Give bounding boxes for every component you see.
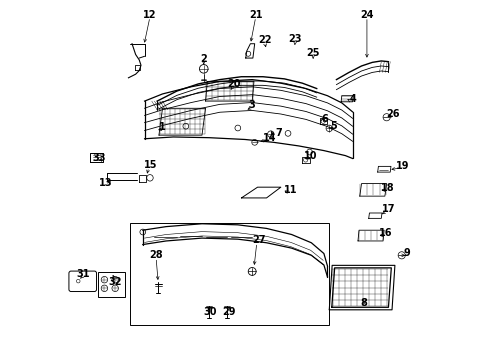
Text: 4: 4 <box>349 94 356 104</box>
Text: 11: 11 <box>284 185 297 195</box>
Text: 29: 29 <box>222 307 236 317</box>
Text: 18: 18 <box>381 183 394 193</box>
Text: 9: 9 <box>403 248 410 258</box>
Text: 13: 13 <box>99 178 113 188</box>
Bar <box>98 272 125 297</box>
Text: 15: 15 <box>144 160 158 170</box>
Text: 31: 31 <box>76 269 90 279</box>
Text: 33: 33 <box>92 153 105 163</box>
Text: 21: 21 <box>249 10 263 20</box>
Text: 20: 20 <box>227 79 240 89</box>
Text: 25: 25 <box>306 48 320 58</box>
Text: 8: 8 <box>361 298 368 308</box>
Text: 30: 30 <box>203 307 217 317</box>
Text: 27: 27 <box>252 235 266 245</box>
Text: 26: 26 <box>386 109 399 119</box>
Text: 24: 24 <box>360 10 374 20</box>
Text: 16: 16 <box>379 228 392 238</box>
Text: 23: 23 <box>289 34 302 44</box>
Bar <box>130 223 329 325</box>
Text: 19: 19 <box>396 161 410 171</box>
Text: 1: 1 <box>159 122 166 132</box>
Text: 28: 28 <box>149 250 163 260</box>
Text: 3: 3 <box>249 100 256 110</box>
Text: 32: 32 <box>108 277 122 287</box>
Text: 14: 14 <box>263 133 276 143</box>
Text: 17: 17 <box>382 204 395 214</box>
Text: 7: 7 <box>275 129 282 138</box>
Text: 5: 5 <box>331 121 337 131</box>
Text: 6: 6 <box>321 114 328 124</box>
Text: 22: 22 <box>258 35 271 45</box>
Text: 12: 12 <box>143 10 157 20</box>
Text: 2: 2 <box>200 54 207 64</box>
Text: 10: 10 <box>303 150 317 161</box>
